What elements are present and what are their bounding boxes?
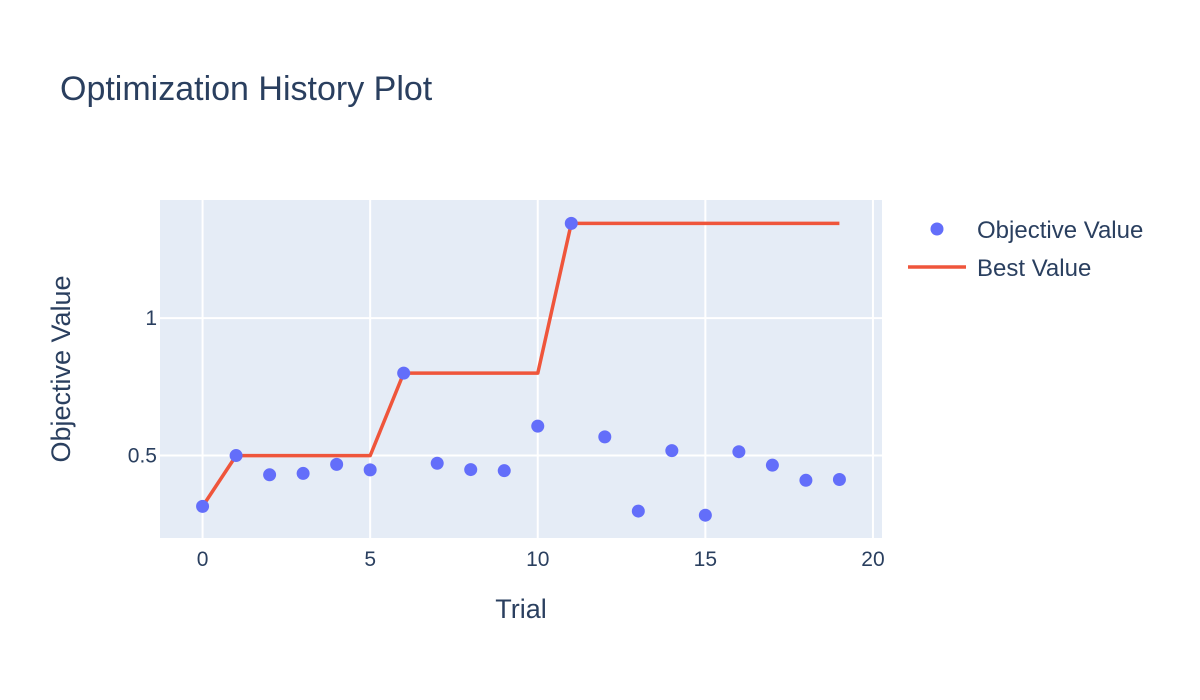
legend-item-best-value[interactable]: Best Value [908,255,1091,282]
objective-value-point[interactable] [631,504,645,518]
x-axis-title: Trial [495,594,547,624]
chart-title: Optimization History Plot [60,70,433,108]
objective-value-point[interactable] [531,419,545,433]
objective-value-point[interactable] [732,445,746,459]
y-tick-labels: 0.51 [128,307,157,467]
legend-label-best-value: Best Value [977,255,1091,282]
objective-value-point[interactable] [430,456,444,470]
objective-value-point[interactable] [598,430,612,444]
legend-marker-objective-value [930,222,944,236]
legend-item-objective-value[interactable]: Objective Value [930,217,1144,244]
objective-value-point[interactable] [363,463,377,477]
objective-value-point[interactable] [330,457,344,471]
objective-value-point[interactable] [665,444,679,458]
objective-value-series [196,216,846,522]
objective-value-point[interactable] [229,449,243,463]
x-tick-label: 15 [694,548,717,571]
y-tick-label: 0.5 [128,445,157,468]
objective-value-point[interactable] [564,216,578,230]
x-tick-label: 5 [364,548,376,571]
x-tick-labels: 0 5 10 15 20 [197,548,885,571]
legend[interactable]: Objective Value Best Value [908,217,1143,282]
y-tick-label: 1 [145,307,157,330]
best-value-series [201,221,840,508]
best-value-line [201,221,840,508]
plot-area [160,200,882,538]
objective-value-point[interactable] [832,472,846,486]
legend-label-objective-value: Objective Value [977,217,1143,244]
x-tick-label: 20 [861,548,884,571]
objective-value-point[interactable] [296,466,310,480]
objective-value-point[interactable] [196,499,210,513]
x-tick-label: 0 [197,548,209,571]
y-axis-title: Objective Value [46,275,76,462]
objective-value-point[interactable] [497,464,511,478]
objective-value-point[interactable] [765,458,779,472]
x-tick-label: 10 [526,548,549,571]
objective-value-point[interactable] [799,473,813,487]
objective-value-point[interactable] [397,366,411,380]
objective-value-point[interactable] [698,508,712,522]
objective-value-point[interactable] [464,463,478,477]
objective-value-point[interactable] [263,468,277,482]
